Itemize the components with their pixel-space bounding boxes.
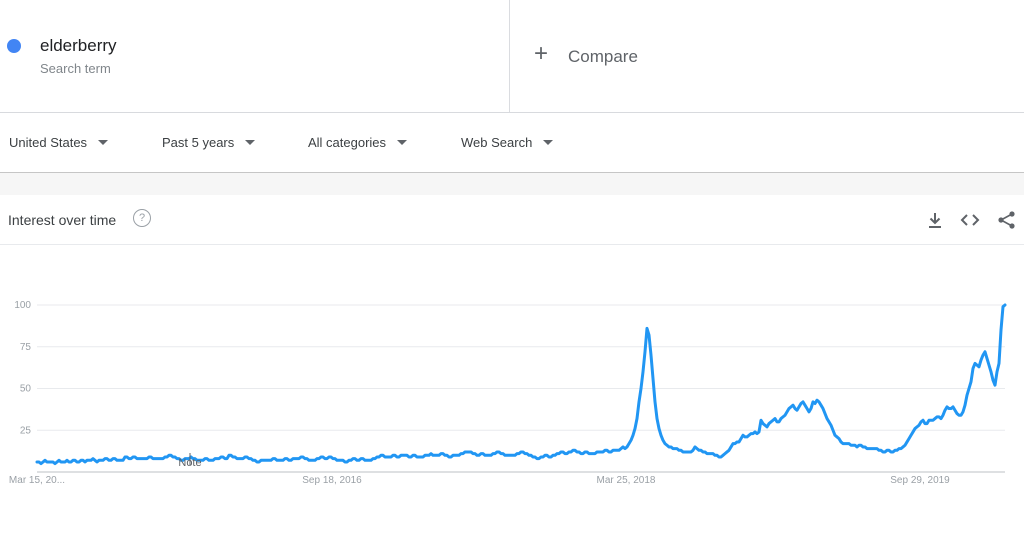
annotation-layer: Note bbox=[178, 453, 202, 469]
caret-down-icon bbox=[543, 140, 554, 146]
plus-icon[interactable]: + bbox=[534, 40, 549, 67]
caret-down-icon bbox=[245, 140, 256, 146]
compare-card[interactable] bbox=[510, 0, 1024, 113]
x-tick-label: Mar 15, 20... bbox=[9, 475, 65, 486]
caret-down-icon bbox=[397, 140, 408, 146]
x-tick-label: Sep 29, 2019 bbox=[890, 475, 950, 486]
interest-chart: 100 75 50 25 Mar 15, 20... Sep 18, 2016 Mar 2… bbox=[9, 300, 1007, 486]
card-header: Interest over time ? bbox=[0, 195, 1024, 245]
search-term-name[interactable]: elderberry bbox=[40, 36, 117, 55]
filter-region[interactable]: United States bbox=[9, 113, 109, 173]
filter-category-label: All categories bbox=[308, 135, 387, 150]
share-icon[interactable] bbox=[996, 209, 1018, 231]
filter-category[interactable]: All categories bbox=[308, 113, 408, 173]
filter-bar: United States Past 5 years All categorie… bbox=[0, 113, 1024, 173]
caret-down-icon bbox=[98, 140, 109, 146]
filter-time-range[interactable]: Past 5 years bbox=[162, 113, 256, 173]
compare-button[interactable]: Compare bbox=[568, 47, 638, 66]
x-tick-label: Sep 18, 2016 bbox=[302, 475, 362, 486]
y-tick-label: 75 bbox=[20, 342, 32, 353]
x-tick-label: Mar 25, 2018 bbox=[597, 475, 656, 486]
series-line[interactable] bbox=[35, 303, 1007, 466]
chart-grid bbox=[37, 304, 1005, 473]
filter-time-label: Past 5 years bbox=[162, 135, 235, 150]
search-term-card[interactable]: elderberry Search term bbox=[0, 0, 510, 113]
filter-region-label: United States bbox=[9, 135, 88, 150]
filter-search-type[interactable]: Web Search bbox=[461, 113, 554, 173]
series-layer bbox=[35, 303, 1007, 466]
y-axis-ticks: 100 75 50 25 bbox=[14, 300, 31, 436]
interest-over-time-card: Interest over time ? 100 75 50 25 Mar 15, 2… bbox=[0, 195, 1024, 549]
x-axis-ticks: Mar 15, 20... Sep 18, 2016 Mar 25, 2018 Sep… bbox=[9, 475, 950, 486]
section-gap bbox=[0, 173, 1024, 195]
download-icon[interactable] bbox=[924, 209, 946, 231]
search-term-sublabel: Search term bbox=[40, 61, 111, 76]
embed-icon[interactable] bbox=[959, 209, 981, 231]
term-color-dot bbox=[7, 39, 21, 53]
filter-search-type-label: Web Search bbox=[461, 135, 533, 150]
y-tick-label: 50 bbox=[20, 384, 32, 395]
help-icon[interactable]: ? bbox=[133, 209, 151, 227]
note-annotation[interactable]: Note bbox=[178, 457, 201, 469]
y-tick-label: 100 bbox=[14, 300, 31, 311]
card-title: Interest over time bbox=[8, 212, 117, 228]
y-tick-label: 25 bbox=[20, 425, 32, 436]
